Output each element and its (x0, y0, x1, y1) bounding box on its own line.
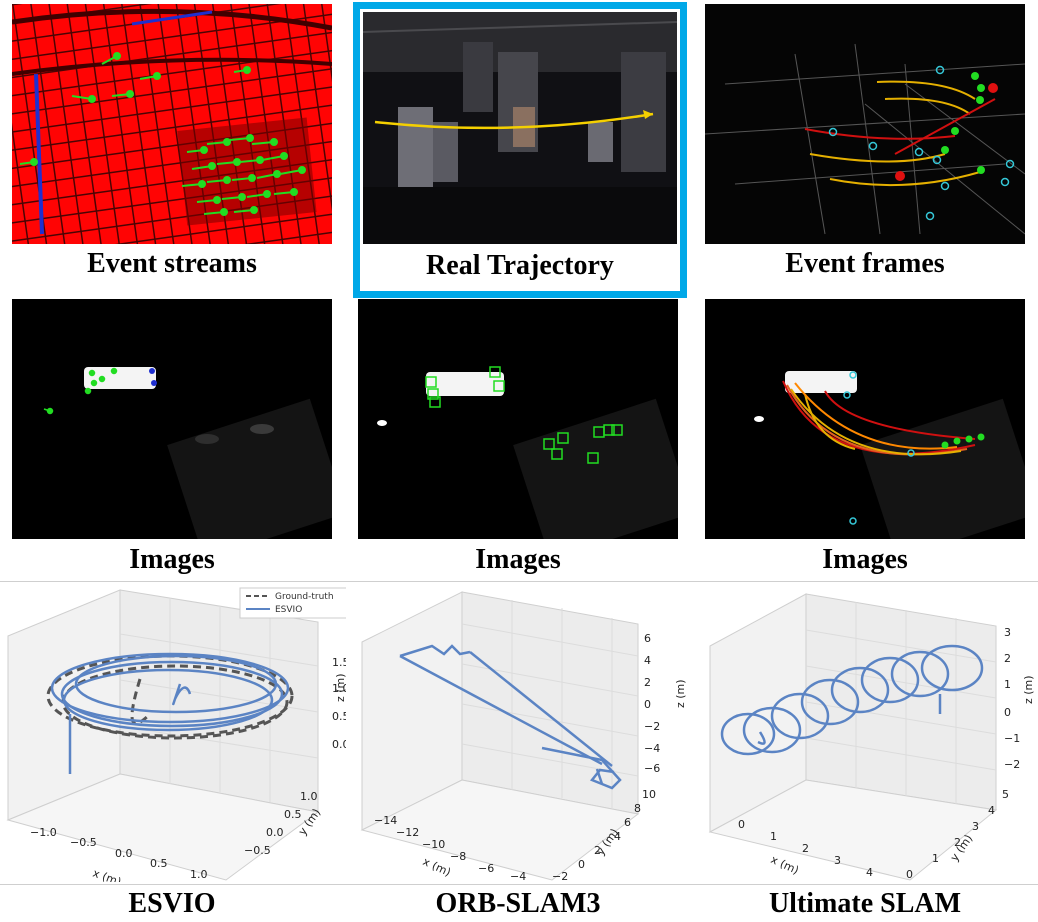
x-tick: 0.5 (150, 857, 168, 870)
x-axis-label: x (m) (769, 853, 801, 877)
z-tick: 2 (644, 676, 651, 689)
z-tick: 0 (1004, 706, 1011, 719)
highlight-frame (353, 2, 687, 298)
y-tick: 2 (594, 844, 601, 857)
caption-images-3: Images (822, 544, 908, 575)
y-tick: 4 (614, 830, 621, 843)
images-panel-3 (705, 299, 1025, 539)
real-trajectory-image (363, 12, 677, 244)
y-tick: 3 (972, 820, 979, 833)
z-tick: −2 (644, 720, 660, 733)
z-tick: 3 (1004, 626, 1011, 639)
x-tick: −14 (374, 814, 397, 827)
z-axis-label: z (m) (674, 679, 687, 708)
y-tick: −2 (552, 870, 568, 882)
x-tick: −1.0 (30, 826, 57, 839)
caption-real-trajectory: Real Trajectory (426, 250, 614, 281)
z-tick: −4 (644, 742, 660, 755)
legend-esvio: ESVIO (275, 605, 302, 615)
caption-images-2: Images (475, 544, 561, 575)
x-axis-label: x (m) (421, 855, 453, 879)
x-tick: 1.0 (190, 868, 208, 881)
x-tick: −4 (510, 870, 526, 882)
y-tick: 0.0 (266, 826, 284, 839)
x-tick: −6 (478, 862, 494, 875)
y-tick: 4 (988, 804, 995, 817)
y-tick: 1 (932, 852, 939, 865)
caption-orb-slam3: ORB-SLAM3 (435, 888, 601, 919)
caption-event-streams: Event streams (87, 248, 257, 279)
esvio-plot: Ground-truth ESVIO 1.5 1.0 0.5 0.0 z (m)… (0, 584, 346, 882)
y-tick: 8 (634, 802, 641, 815)
ultimate-slam-plot: 3 2 1 0 −1 −2 z (m) 0 1 2 3 4 x (m) 5 4 … (700, 584, 1038, 882)
images-panel-1 (12, 299, 332, 539)
x-tick: 3 (834, 854, 841, 867)
x-tick: −8 (450, 850, 466, 863)
x-tick: 1 (770, 830, 777, 843)
caption-ultimate-slam: Ultimate SLAM (768, 888, 962, 919)
caption-images-1: Images (129, 544, 215, 575)
y-tick: 0 (578, 858, 585, 871)
divider-top (0, 581, 1038, 582)
z-axis-label: z (m) (334, 673, 346, 702)
z-tick: 0.0 (332, 738, 346, 751)
y-tick: 10 (642, 788, 656, 801)
z-tick: 0 (644, 698, 651, 711)
y-tick: 0.5 (284, 808, 302, 821)
event-streams-image (12, 4, 332, 244)
z-tick: 4 (644, 654, 651, 667)
z-tick: 1.0 (332, 682, 346, 695)
orb-slam3-plot: 6 4 2 0 −2 −4 −6 z (m) −14 −12 −10 −8 −6… (352, 584, 692, 882)
y-tick: 1.0 (300, 790, 318, 803)
y-tick: 0 (906, 868, 913, 881)
caption-event-frames: Event frames (785, 248, 945, 279)
x-axis-label: x (m) (91, 867, 123, 882)
images-panel-2 (358, 299, 678, 539)
x-tick: −10 (422, 838, 445, 851)
legend-ground-truth: Ground-truth (275, 592, 334, 602)
x-tick: 2 (802, 842, 809, 855)
z-tick: 6 (644, 632, 651, 645)
z-tick: 2 (1004, 652, 1011, 665)
y-tick: −0.5 (244, 844, 271, 857)
z-tick: −6 (644, 762, 660, 775)
z-tick: 1.5 (332, 656, 346, 669)
x-tick: 0.0 (115, 847, 133, 860)
x-tick: −12 (396, 826, 419, 839)
x-tick: 0 (738, 818, 745, 831)
x-tick: 4 (866, 866, 873, 879)
y-tick: 6 (624, 816, 631, 829)
event-frames-image (705, 4, 1025, 244)
y-tick: 5 (1002, 788, 1009, 801)
x-tick: −0.5 (70, 836, 97, 849)
z-tick: −2 (1004, 758, 1020, 771)
divider-bottom (0, 884, 1038, 885)
z-tick: 0.5 (332, 710, 346, 723)
z-axis-label: z (m) (1022, 675, 1035, 704)
z-tick: −1 (1004, 732, 1020, 745)
z-tick: 1 (1004, 678, 1011, 691)
caption-esvio: ESVIO (128, 888, 216, 919)
y-tick: 2 (954, 836, 961, 849)
